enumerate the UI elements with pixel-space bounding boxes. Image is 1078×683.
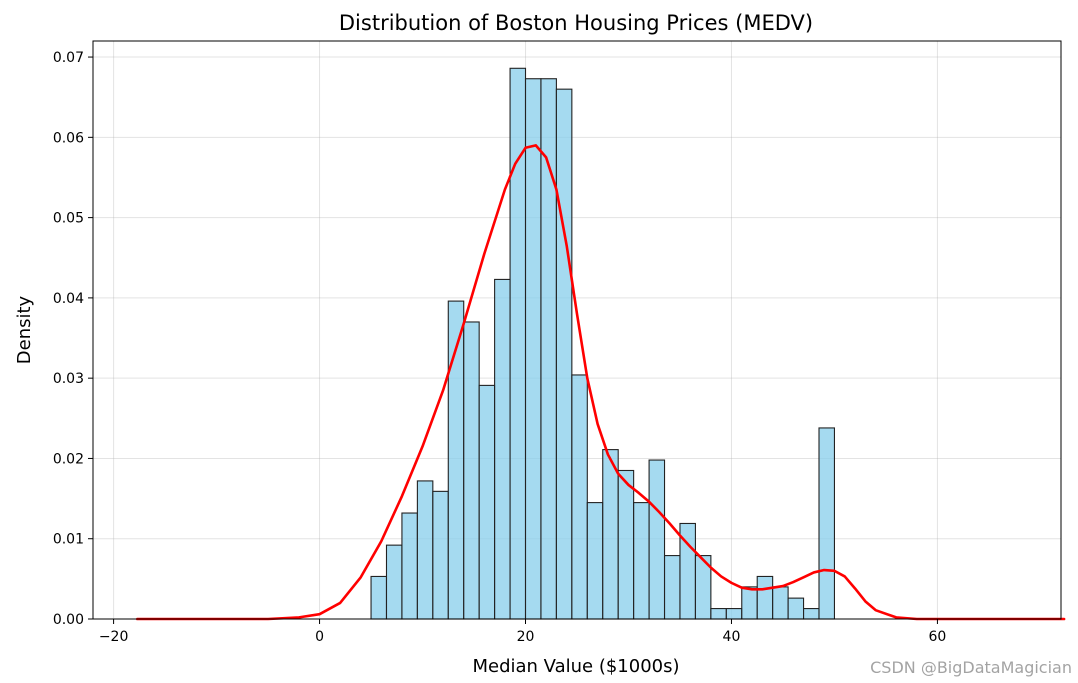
axes-frame [92, 40, 1062, 620]
y-tick-label: 0.05 [53, 211, 84, 227]
x-tick-label: −20 [99, 629, 129, 645]
histogram-bar [416, 480, 434, 620]
x-axis-label: Median Value ($1000s) [472, 656, 679, 677]
y-tick-label: 0.02 [53, 451, 84, 467]
histogram-bar [385, 544, 403, 620]
histogram-bar [555, 88, 573, 620]
histogram-bar [602, 449, 619, 620]
y-tick-label: 0.01 [53, 532, 84, 548]
histogram-bar [370, 575, 388, 620]
histogram-bar [663, 555, 681, 620]
x-tick-label: 40 [723, 629, 741, 645]
y-axis-ticks: 0.00 0.01 0.02 0.03 0.04 0.05 0.06 0.07 [53, 50, 93, 628]
histogram-bar [772, 586, 789, 620]
histogram-bar [432, 490, 449, 620]
histogram-bar [818, 427, 835, 620]
x-tick-label: 60 [929, 629, 947, 645]
histogram-bar [478, 384, 496, 620]
plot-area: −20 0 20 40 60 0.000.010.020.030.040.050.060… [53, 40, 1066, 645]
histogram-bar [648, 459, 666, 620]
histogram-bar [710, 608, 727, 620]
histogram-bar [725, 608, 743, 620]
x-tick-label: 20 [517, 629, 535, 645]
x-tick-label: 0 [315, 629, 324, 645]
histogram-bar [540, 78, 557, 620]
y-tick-label: 0.06 [53, 130, 84, 146]
histogram-bar [571, 374, 588, 620]
y-tick-label: 0.04 [53, 291, 84, 307]
histogram-bar [633, 502, 650, 620]
histogram-bar [803, 608, 820, 620]
y-axis-label: Density [14, 295, 35, 364]
histogram-bar [756, 575, 774, 620]
histogram-bar [524, 78, 542, 620]
histogram-bar [741, 586, 758, 620]
y-tick-label: 0.00 [53, 612, 84, 628]
y-tick-label: 0.07 [53, 50, 84, 66]
histogram-bar [401, 512, 418, 620]
histogram-bar [617, 469, 635, 620]
watermark-text: CSDN @BigDataMagician [870, 658, 1072, 677]
x-axis-ticks: −20 0 20 40 60 [99, 619, 947, 645]
kde-curve-layer [135, 144, 1066, 621]
histogram-bars [370, 67, 835, 620]
histogram-bar [586, 502, 604, 620]
chart-title: Distribution of Boston Housing Prices (M… [339, 11, 813, 35]
histogram-bar [463, 321, 480, 620]
histogram-bar [494, 278, 511, 620]
kde-curve [135, 144, 1066, 621]
y-tick-label: 0.03 [53, 371, 84, 387]
histogram-bar [787, 597, 805, 620]
